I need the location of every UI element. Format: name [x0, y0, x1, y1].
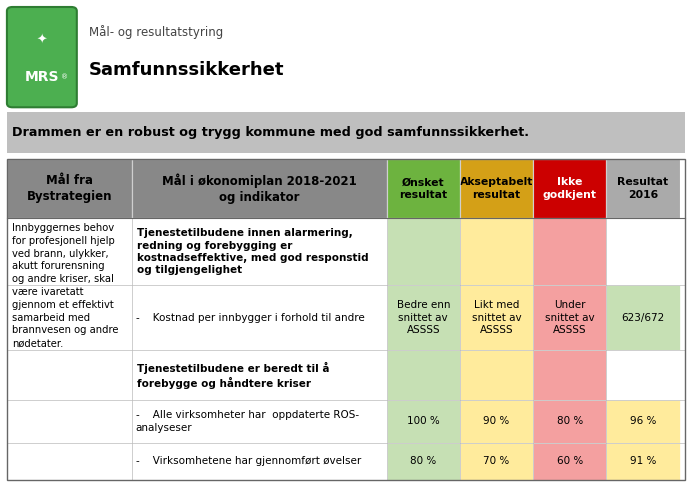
Bar: [7, 218, 132, 480]
Text: 96 %: 96 %: [630, 416, 656, 427]
Bar: [533, 285, 606, 350]
Bar: [132, 443, 387, 480]
Bar: [460, 400, 533, 443]
Bar: [460, 350, 533, 400]
Bar: [606, 350, 680, 400]
Bar: [132, 350, 387, 400]
Bar: [7, 159, 132, 218]
Text: Ikke
godkjent: Ikke godkjent: [543, 178, 597, 200]
Text: 80 %: 80 %: [556, 416, 583, 427]
Bar: [387, 285, 460, 350]
Text: Likt med
snittet av
ASSSS: Likt med snittet av ASSSS: [472, 300, 521, 335]
Text: Mål i økonomiplan 2018-2021
og indikator: Mål i økonomiplan 2018-2021 og indikator: [162, 173, 357, 204]
Bar: [606, 443, 680, 480]
Text: -    Alle virksomheter har  oppdaterte ROS-
analyseser: - Alle virksomheter har oppdaterte ROS- …: [136, 410, 359, 433]
Text: Resultat
2016: Resultat 2016: [617, 178, 668, 200]
Text: Tjenestetilbudene innen alarmering,
redning og forebygging er
kostnadseffektive,: Tjenestetilbudene innen alarmering, redn…: [137, 228, 369, 275]
Bar: [533, 218, 606, 285]
Text: ✦: ✦: [37, 34, 47, 47]
Bar: [132, 218, 387, 285]
Text: Under
snittet av
ASSSS: Under snittet av ASSSS: [545, 300, 594, 335]
Bar: [606, 285, 680, 350]
Text: 100 %: 100 %: [407, 416, 439, 427]
Bar: [460, 285, 533, 350]
Bar: [132, 159, 387, 218]
Bar: [533, 159, 606, 218]
Bar: [387, 350, 460, 400]
Text: ®: ®: [61, 74, 68, 80]
Bar: [606, 400, 680, 443]
Bar: [7, 5, 685, 112]
Bar: [387, 443, 460, 480]
Text: -    Virksomhetene har gjennomført øvelser: - Virksomhetene har gjennomført øvelser: [136, 456, 361, 467]
Text: Innbyggernes behov
for profesjonell hjelp
ved brann, ulykker,
akutt forurensning: Innbyggernes behov for profesjonell hjel…: [12, 223, 118, 348]
Bar: [460, 159, 533, 218]
Bar: [533, 443, 606, 480]
Bar: [533, 400, 606, 443]
Bar: [460, 443, 533, 480]
Bar: [7, 112, 685, 153]
Bar: [606, 159, 680, 218]
Bar: [533, 350, 606, 400]
Text: 91 %: 91 %: [630, 456, 656, 467]
Bar: [387, 400, 460, 443]
Text: Tjenestetilbudene er beredt til å
forebygge og håndtere kriser: Tjenestetilbudene er beredt til å foreby…: [137, 362, 329, 389]
Text: 623/672: 623/672: [621, 313, 664, 323]
Bar: [387, 218, 460, 285]
Text: MRS: MRS: [25, 70, 59, 84]
Bar: [606, 218, 680, 285]
Text: Ønsket
resultat: Ønsket resultat: [399, 178, 447, 200]
Text: Drammen er en robust og trygg kommune med god samfunnssikkerhet.: Drammen er en robust og trygg kommune me…: [12, 126, 529, 139]
Text: 80 %: 80 %: [410, 456, 437, 467]
Text: Samfunnssikkerhet: Samfunnssikkerhet: [89, 61, 284, 79]
Bar: [7, 159, 685, 480]
FancyBboxPatch shape: [7, 7, 77, 107]
Text: Akseptabelt
resultat: Akseptabelt resultat: [460, 178, 534, 200]
Text: Mål- og resultatstyring: Mål- og resultatstyring: [89, 25, 223, 39]
Bar: [387, 159, 460, 218]
Text: 60 %: 60 %: [556, 456, 583, 467]
Text: 90 %: 90 %: [484, 416, 510, 427]
Text: Mål fra
Bystrategien: Mål fra Bystrategien: [27, 174, 112, 203]
Bar: [460, 218, 533, 285]
Text: 70 %: 70 %: [484, 456, 510, 467]
Text: Bedre enn
snittet av
ASSSS: Bedre enn snittet av ASSSS: [397, 300, 450, 335]
Bar: [132, 285, 387, 350]
Bar: [132, 400, 387, 443]
Text: -    Kostnad per innbygger i forhold til andre: - Kostnad per innbygger i forhold til an…: [136, 313, 365, 323]
